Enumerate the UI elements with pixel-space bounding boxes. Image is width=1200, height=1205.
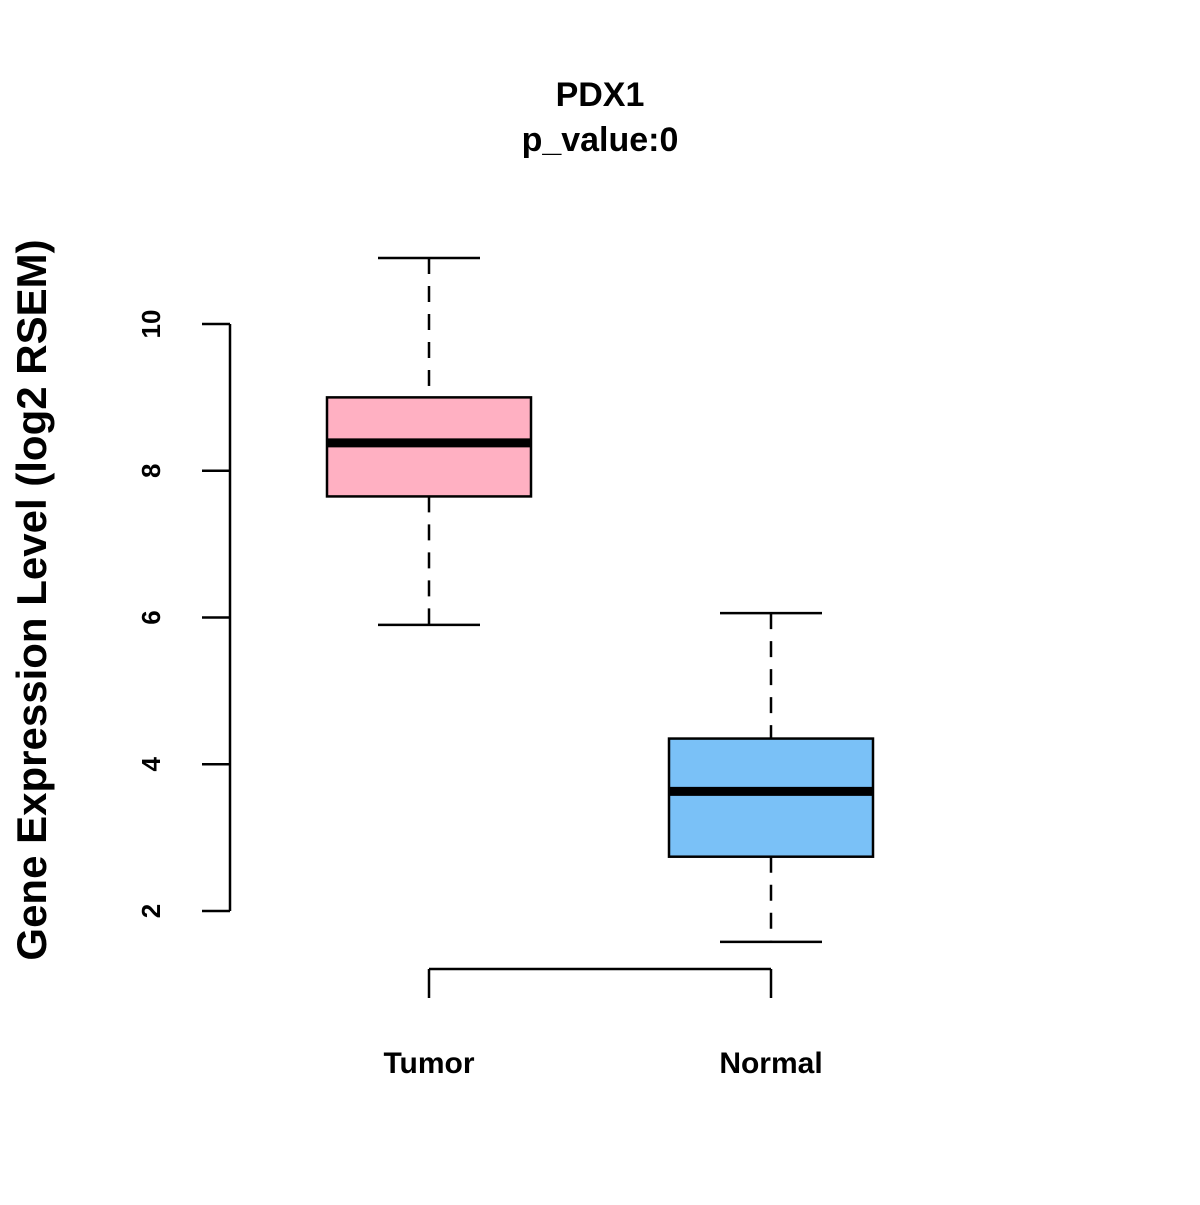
y-tick-label: 2: [136, 904, 166, 918]
box-tumor: [325, 256, 533, 627]
chart-title: PDX1: [556, 76, 645, 114]
y-axis: 2 4 6 8 10: [136, 310, 232, 918]
y-axis-label: Gene Expression Level (log2 RSEM): [8, 239, 55, 960]
y-tick-label: 6: [136, 610, 166, 624]
x-category-label: Tumor: [383, 1047, 474, 1080]
x-category-label: Normal: [719, 1047, 822, 1080]
x-axis: Tumor Normal: [383, 967, 823, 1080]
iqr-box: [667, 737, 875, 858]
box-normal: [667, 611, 875, 944]
y-tick-label: 8: [136, 464, 166, 478]
chart-subtitle: p_value:0: [522, 121, 679, 159]
boxes-group: [325, 256, 875, 944]
y-tick-label: 4: [136, 756, 166, 771]
y-tick-label: 10: [136, 310, 166, 339]
